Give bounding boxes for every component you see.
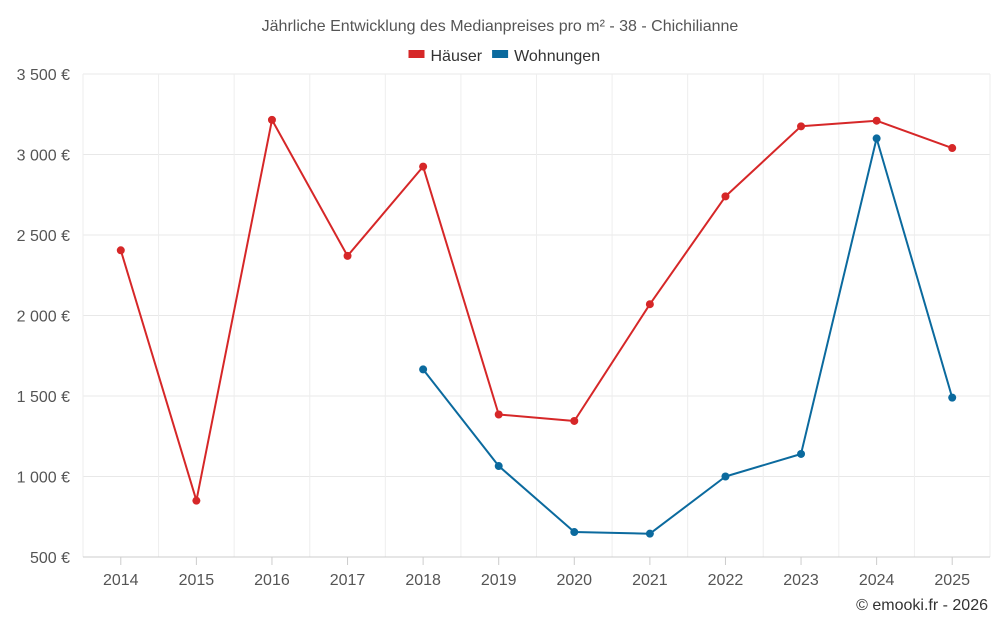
data-point[interactable] xyxy=(948,144,957,153)
legend-swatch xyxy=(492,50,509,58)
legend-label: Wohnungen xyxy=(514,48,600,65)
series-line xyxy=(422,137,954,535)
legend-item-wohnungen[interactable]: Wohnungen xyxy=(492,48,600,65)
x-tick-label: 2023 xyxy=(783,572,819,589)
x-tick-label: 2019 xyxy=(481,572,517,589)
data-point[interactable] xyxy=(570,528,579,537)
data-point[interactable] xyxy=(343,251,352,260)
legend-swatch xyxy=(408,50,425,58)
data-point[interactable] xyxy=(116,246,125,255)
data-point[interactable] xyxy=(192,496,201,505)
x-tick-label: 2018 xyxy=(405,572,441,589)
y-tick-label: 3 000 € xyxy=(17,148,70,165)
data-point[interactable] xyxy=(494,410,503,419)
y-tick-label: 1 500 € xyxy=(17,389,70,406)
x-tick-label: 2017 xyxy=(330,572,366,589)
data-point[interactable] xyxy=(721,192,730,201)
data-point[interactable] xyxy=(721,472,730,481)
x-tick-label: 2015 xyxy=(179,572,215,589)
series-line xyxy=(119,118,953,502)
x-tick-label: 2025 xyxy=(934,572,970,589)
x-tick-label: 2024 xyxy=(859,572,895,589)
y-tick-label: 1 000 € xyxy=(17,470,70,487)
chart-title: Jährliche Entwicklung des Medianpreises … xyxy=(262,18,739,35)
data-point[interactable] xyxy=(419,365,428,374)
y-axis: 500 € 1 000 € 1 500 € 2 000 € 2 500 € 3 000 €… xyxy=(17,67,70,567)
legend-label: Häuser xyxy=(431,48,483,65)
x-tick-label: 2021 xyxy=(632,572,668,589)
data-point[interactable] xyxy=(494,462,503,471)
data-point[interactable] xyxy=(872,134,881,143)
series-wohnungen xyxy=(419,134,957,538)
x-tick-label: 2020 xyxy=(556,572,592,589)
data-point[interactable] xyxy=(267,115,276,124)
data-point[interactable] xyxy=(419,162,428,171)
plot-area xyxy=(116,115,957,538)
y-tick-label: 3 500 € xyxy=(17,67,70,84)
grid xyxy=(82,73,991,558)
y-tick-label: 2 000 € xyxy=(17,309,70,326)
data-point[interactable] xyxy=(872,116,881,125)
legend[interactable]: Häuser Wohnungen xyxy=(408,48,601,65)
y-tick-label: 500 € xyxy=(30,550,70,567)
data-point[interactable] xyxy=(797,122,806,131)
x-tick-label: 2022 xyxy=(708,572,744,589)
data-point[interactable] xyxy=(645,300,654,309)
series-haeuser xyxy=(116,115,957,505)
x-tick-label: 2016 xyxy=(254,572,290,589)
data-point[interactable] xyxy=(797,449,806,458)
credit-text: © emooki.fr - 2026 xyxy=(856,597,988,614)
data-point[interactable] xyxy=(645,529,654,538)
data-point[interactable] xyxy=(570,416,579,425)
x-axis: 2014 2015 2016 2017 2018 2019 2020 2021 2022 2023… xyxy=(83,556,990,589)
legend-item-haeuser[interactable]: Häuser xyxy=(408,48,483,65)
x-tick-label: 2014 xyxy=(103,572,139,589)
data-point[interactable] xyxy=(948,393,957,402)
y-tick-label: 2 500 € xyxy=(17,228,70,245)
